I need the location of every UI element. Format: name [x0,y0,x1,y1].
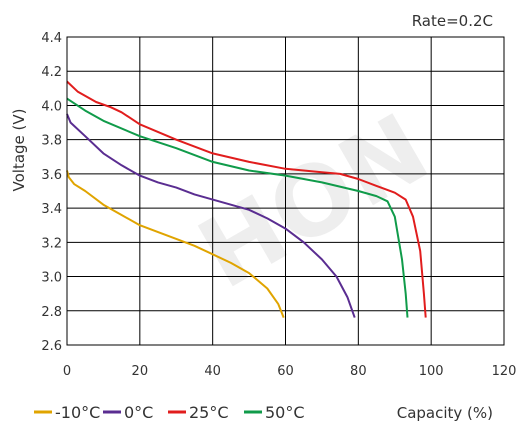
series-layer [66,80,427,318]
y-axis-label: Voltage (V) [10,109,28,192]
legend-label: 0°C [124,403,153,422]
y-tick-labels: 2.6 2.8 3.0 3.2 3.4 3.6 3.8 4.0 4.2 4.4 [41,31,62,354]
y-tick-label: 2.6 [41,339,62,354]
series-line-1 [66,170,285,318]
series-line-4 [66,97,409,318]
x-tick-label: 100 [419,364,444,379]
y-tick-label: 4.4 [41,31,62,46]
x-tick-label: 40 [204,364,221,379]
plot-frame [66,36,505,346]
x-tick-labels: 0 20 40 60 80 100 120 [63,364,517,379]
series-line-2 [66,113,356,318]
x-tick-label: 60 [277,364,294,379]
y-tick-label: 3.8 [41,134,62,149]
y-tick-label: 3.6 [41,168,62,183]
y-tick-label: 2.8 [41,305,62,320]
x-tick-label: 120 [492,364,517,379]
x-tick-label: 80 [350,364,367,379]
legend-label: 50°C [265,403,305,422]
legend-label: -10°C [55,403,100,422]
x-axis-label: Capacity (%) [397,404,493,422]
annotation-rate: Rate=0.2C [412,12,493,30]
y-tick-label: 3.0 [41,271,62,286]
y-tick-label: 4.2 [41,65,62,80]
legend-label: 25°C [189,403,229,422]
legend: -10°C 0°C 25°C 50°C [34,403,305,422]
x-tick-label: 20 [132,364,149,379]
y-tick-label: 4.0 [41,99,62,114]
y-tick-label: 3.2 [41,236,62,251]
y-tick-label: 3.4 [41,202,62,217]
x-tick-label: 0 [63,364,71,379]
series-line-3 [66,80,427,318]
